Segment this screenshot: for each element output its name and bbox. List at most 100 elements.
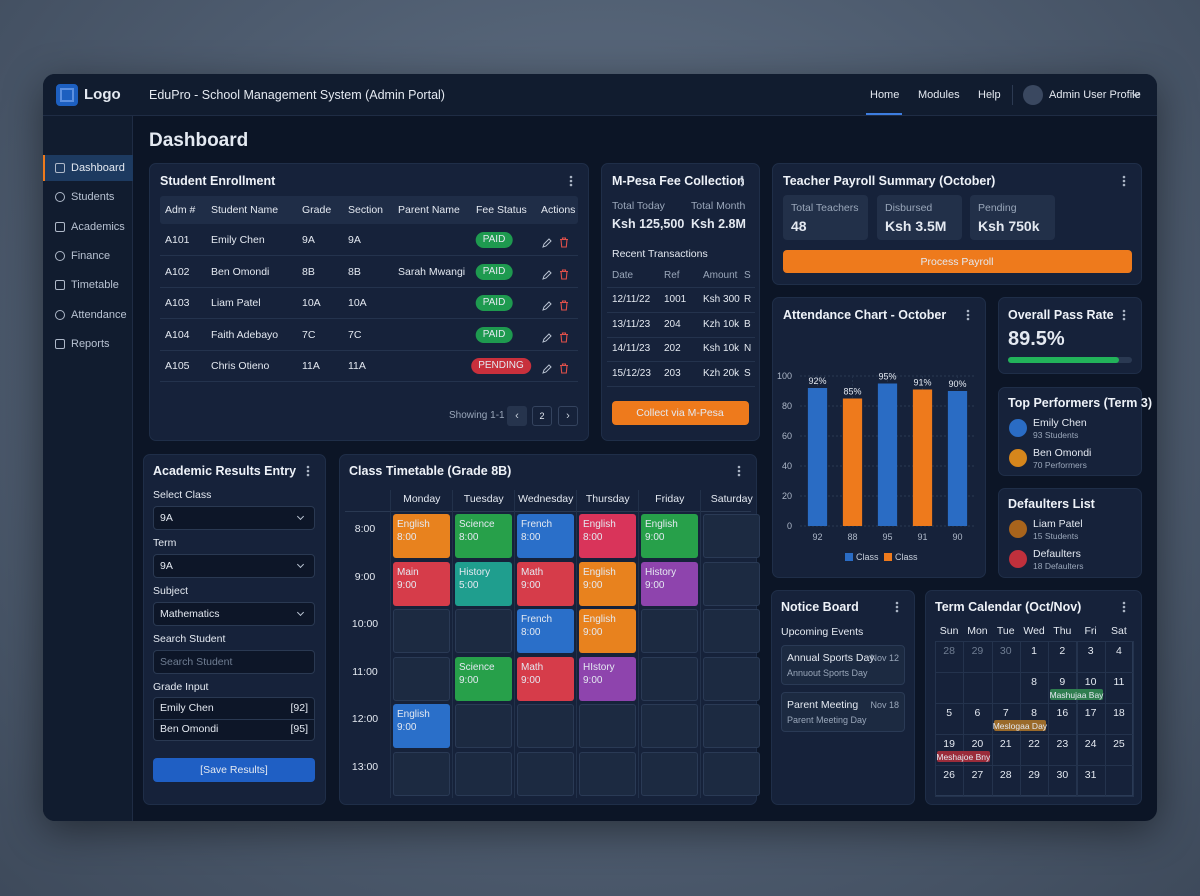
class-slot[interactable] — [517, 562, 574, 606]
delete-icon[interactable] — [559, 267, 569, 280]
edit-icon[interactable] — [542, 361, 552, 374]
select-value[interactable]: Mathematics — [160, 608, 220, 620]
class-slot[interactable] — [455, 514, 512, 558]
sidebar-item[interactable]: Reports — [71, 338, 110, 350]
delete-icon[interactable] — [559, 235, 569, 248]
empty-slot[interactable] — [703, 514, 760, 558]
more-menu[interactable] — [1121, 308, 1127, 322]
select-box[interactable] — [153, 554, 315, 578]
class-slot[interactable] — [455, 562, 512, 606]
search-input[interactable] — [153, 650, 315, 674]
calendar-cell[interactable] — [963, 672, 993, 704]
button-label[interactable]: [Save Results] — [200, 764, 268, 776]
delete-icon[interactable] — [559, 298, 569, 311]
empty-slot[interactable] — [703, 752, 760, 796]
avatar[interactable] — [1023, 85, 1043, 105]
empty-slot[interactable] — [455, 704, 512, 748]
class-slot[interactable] — [393, 562, 450, 606]
edit-icon[interactable] — [542, 235, 552, 248]
calendar-cell[interactable] — [935, 672, 965, 704]
calendar-event[interactable] — [937, 751, 990, 762]
save-button[interactable] — [153, 758, 315, 782]
page-button[interactable] — [532, 406, 552, 426]
calendar-event[interactable] — [993, 720, 1047, 731]
sidebar-item[interactable]: Attendance — [71, 309, 127, 321]
calendar-cell[interactable] — [1104, 765, 1135, 797]
nav-link[interactable]: Home — [870, 89, 900, 101]
sidebar-item[interactable]: Timetable — [71, 279, 119, 291]
event-label[interactable]: Meshajoe Bny — [936, 751, 991, 762]
empty-slot[interactable] — [579, 704, 636, 748]
nav-link[interactable]: Help — [978, 89, 1001, 101]
sidebar-item[interactable]: Finance — [71, 250, 111, 262]
class-slot[interactable] — [517, 657, 574, 701]
edit-icon[interactable] — [542, 298, 552, 311]
process-button[interactable] — [783, 250, 1132, 273]
select-box[interactable] — [153, 506, 315, 530]
more-menu[interactable] — [305, 464, 311, 478]
nav-link[interactable]: Modules — [918, 89, 960, 101]
empty-slot[interactable] — [517, 752, 574, 796]
page-number[interactable]: 2 — [539, 411, 545, 421]
prev-page[interactable]: ‹ — [507, 406, 527, 426]
input-placeholder[interactable]: Search Student — [160, 656, 233, 668]
empty-slot[interactable] — [641, 704, 698, 748]
empty-slot[interactable] — [579, 752, 636, 796]
more-menu[interactable] — [568, 174, 574, 188]
day-number: 23 — [1056, 738, 1069, 750]
class-slot[interactable] — [579, 609, 636, 653]
edit-icon[interactable] — [542, 330, 552, 343]
class-slot[interactable] — [579, 514, 636, 558]
class-slot[interactable] — [455, 657, 512, 701]
more-menu[interactable] — [894, 600, 900, 614]
more-menu[interactable] — [736, 464, 742, 478]
empty-slot[interactable] — [703, 657, 760, 701]
more-menu[interactable] — [1121, 600, 1127, 614]
empty-slot[interactable] — [641, 657, 698, 701]
delete-icon[interactable] — [559, 361, 569, 374]
profile-menu[interactable]: Admin User Profile — [1049, 89, 1141, 101]
empty-slot[interactable] — [641, 609, 698, 653]
grade-value[interactable]: [95] — [290, 723, 308, 735]
empty-slot[interactable] — [455, 609, 512, 653]
empty-slot[interactable] — [703, 562, 760, 606]
sidebar-item[interactable]: Dashboard — [71, 162, 125, 174]
empty-slot[interactable] — [393, 752, 450, 796]
empty-slot[interactable] — [641, 752, 698, 796]
calendar-event[interactable] — [1050, 689, 1103, 700]
button-label[interactable]: Collect via M-Pesa — [636, 407, 724, 419]
class-slot[interactable] — [579, 562, 636, 606]
collect-button[interactable] — [612, 401, 749, 425]
grade-value[interactable]: [92] — [290, 702, 308, 714]
event-item[interactable] — [781, 692, 905, 732]
empty-slot[interactable] — [455, 752, 512, 796]
empty-slot[interactable] — [393, 657, 450, 701]
next-page[interactable]: › — [558, 406, 578, 426]
more-menu[interactable] — [1121, 174, 1127, 188]
edit-icon[interactable] — [542, 267, 552, 280]
select-value[interactable]: 9A — [160, 512, 173, 524]
class-slot[interactable] — [393, 704, 450, 748]
event-label[interactable]: Mashujaa Bay — [1049, 689, 1104, 700]
sidebar-item[interactable]: Students — [71, 191, 115, 203]
empty-slot[interactable] — [703, 704, 760, 748]
class-slot[interactable] — [393, 514, 450, 558]
class-slot[interactable] — [641, 514, 698, 558]
class-slot[interactable] — [517, 514, 574, 558]
class-slot[interactable] — [579, 657, 636, 701]
calendar-cell[interactable] — [991, 672, 1021, 704]
select-box[interactable] — [153, 602, 315, 626]
event-item[interactable] — [781, 645, 905, 685]
empty-slot[interactable] — [393, 609, 450, 653]
empty-slot[interactable] — [703, 609, 760, 653]
class-slot[interactable] — [517, 609, 574, 653]
more-menu[interactable] — [739, 174, 745, 188]
sidebar-item[interactable]: Academics — [71, 221, 125, 233]
more-menu[interactable] — [965, 308, 971, 322]
select-value[interactable]: 9A — [160, 560, 173, 572]
class-slot[interactable] — [641, 562, 698, 606]
delete-icon[interactable] — [559, 330, 569, 343]
empty-slot[interactable] — [517, 704, 574, 748]
event-label[interactable]: Meslogaa Day — [992, 720, 1048, 731]
button-label[interactable]: Process Payroll — [920, 256, 994, 268]
